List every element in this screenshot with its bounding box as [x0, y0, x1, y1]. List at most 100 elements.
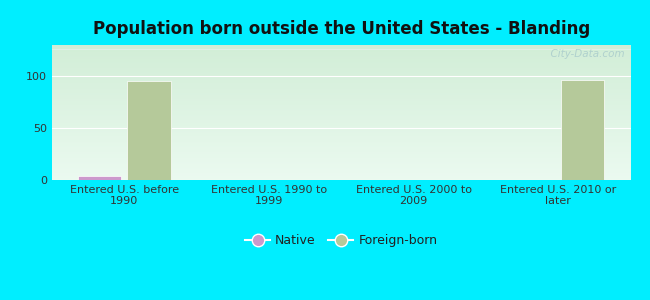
- Bar: [52, 93, 630, 94]
- Bar: [52, 170, 630, 171]
- Bar: [78, 176, 122, 180]
- Bar: [52, 71, 630, 72]
- Bar: [52, 109, 630, 110]
- Bar: [52, 105, 630, 106]
- Bar: [52, 52, 630, 53]
- Bar: [52, 144, 630, 145]
- Bar: [52, 55, 630, 56]
- Bar: [52, 74, 630, 75]
- Bar: [52, 163, 630, 164]
- Bar: [52, 162, 630, 163]
- Bar: [52, 106, 630, 107]
- Bar: [52, 103, 630, 105]
- Bar: [52, 56, 630, 57]
- Bar: [52, 147, 630, 148]
- Bar: [52, 117, 630, 118]
- Bar: [52, 174, 630, 175]
- Bar: [52, 148, 630, 150]
- Bar: [52, 64, 630, 65]
- Bar: [52, 58, 630, 60]
- Bar: [52, 153, 630, 154]
- Bar: [52, 53, 630, 54]
- Bar: [52, 154, 630, 155]
- Bar: [52, 69, 630, 70]
- Bar: [52, 82, 630, 83]
- Bar: [52, 118, 630, 119]
- Bar: [52, 146, 630, 147]
- Bar: [52, 114, 630, 115]
- Text: City-Data.com: City-Data.com: [544, 49, 625, 59]
- Bar: [52, 160, 630, 161]
- Bar: [52, 85, 630, 87]
- Bar: [52, 46, 630, 47]
- Legend: Native, Foreign-born: Native, Foreign-born: [240, 229, 442, 252]
- Bar: [52, 60, 630, 61]
- Bar: [52, 47, 630, 48]
- Bar: [52, 168, 630, 169]
- Bar: [52, 108, 630, 109]
- Bar: [52, 173, 630, 174]
- Bar: [52, 119, 630, 120]
- Bar: [52, 176, 630, 177]
- Bar: [52, 171, 630, 172]
- Bar: [52, 50, 630, 51]
- Bar: [52, 84, 630, 86]
- Bar: [52, 125, 630, 126]
- Bar: [52, 142, 630, 143]
- Bar: [52, 102, 630, 104]
- Bar: [52, 80, 630, 81]
- Bar: [52, 145, 630, 146]
- Bar: [52, 78, 630, 79]
- Bar: [52, 65, 630, 66]
- Bar: [52, 172, 630, 173]
- Bar: [52, 120, 630, 122]
- Bar: [52, 115, 630, 116]
- Bar: [52, 68, 630, 69]
- Bar: [52, 94, 630, 96]
- Bar: [52, 156, 630, 158]
- Bar: [52, 155, 630, 156]
- Bar: [561, 80, 605, 180]
- Bar: [52, 143, 630, 144]
- Bar: [52, 111, 630, 112]
- Bar: [52, 135, 630, 136]
- Bar: [52, 140, 630, 141]
- Bar: [52, 137, 630, 138]
- Bar: [52, 96, 630, 97]
- Bar: [52, 164, 630, 165]
- Bar: [52, 127, 630, 128]
- Bar: [52, 61, 630, 62]
- Bar: [52, 91, 630, 92]
- Bar: [52, 179, 630, 180]
- Bar: [52, 138, 630, 140]
- Bar: [52, 83, 630, 84]
- Bar: [52, 101, 630, 102]
- Bar: [52, 177, 630, 178]
- Bar: [52, 123, 630, 124]
- Bar: [52, 62, 630, 63]
- Bar: [52, 152, 630, 153]
- Bar: [52, 110, 630, 111]
- Bar: [52, 150, 630, 151]
- Bar: [52, 128, 630, 129]
- Bar: [52, 81, 630, 82]
- Bar: [127, 81, 170, 180]
- Bar: [52, 159, 630, 160]
- Bar: [52, 151, 630, 152]
- Bar: [52, 133, 630, 134]
- Bar: [52, 126, 630, 127]
- Bar: [52, 66, 630, 68]
- Bar: [52, 89, 630, 90]
- Bar: [52, 169, 630, 170]
- Bar: [52, 70, 630, 71]
- Bar: [52, 73, 630, 74]
- Bar: [52, 45, 630, 46]
- Bar: [52, 134, 630, 135]
- Bar: [52, 100, 630, 101]
- Bar: [52, 75, 630, 76]
- Bar: [52, 57, 630, 59]
- Bar: [52, 136, 630, 137]
- Title: Population born outside the United States - Blanding: Population born outside the United State…: [92, 20, 590, 38]
- Bar: [52, 141, 630, 142]
- Bar: [52, 97, 630, 98]
